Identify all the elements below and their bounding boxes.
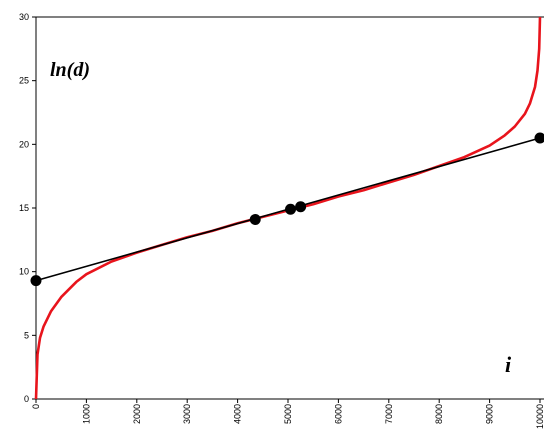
marker-layer	[30, 132, 544, 287]
data-point-marker	[249, 213, 261, 225]
y-tick-label: 30	[19, 12, 29, 22]
y-tick-label: 0	[24, 394, 29, 404]
y-tick-label: 20	[19, 139, 29, 149]
x-tick-label: 10000	[535, 404, 544, 429]
x-tick-label: 7000	[384, 404, 394, 424]
axes: 0 5 10 15 20 25 30 0 1000 2000 3000 4000 5000 6000 700…	[19, 12, 544, 429]
x-tick-label: 2000	[132, 404, 142, 424]
y-tick-label: 25	[19, 76, 29, 86]
x-tick-label: 3000	[182, 404, 192, 424]
y-tick-label: 15	[19, 203, 29, 213]
x-tick-label: 1000	[81, 404, 91, 424]
data-point-marker	[285, 203, 297, 215]
x-tick-label: 9000	[485, 404, 495, 424]
x-tick-label: 4000	[233, 404, 243, 424]
data-point-marker	[295, 201, 307, 213]
x-tick-label: 8000	[434, 404, 444, 424]
y-inline-label: ln(d)	[50, 59, 90, 81]
y-tick-label: 5	[24, 330, 29, 340]
x-tick-label: 5000	[283, 404, 293, 424]
y-tick-label: 10	[19, 267, 29, 277]
x-tick-label: 6000	[333, 404, 343, 424]
x-tick-label: 0	[31, 404, 41, 409]
data-point-marker	[30, 275, 42, 287]
data-point-marker	[534, 132, 544, 144]
x-inline-label: i	[505, 352, 512, 377]
